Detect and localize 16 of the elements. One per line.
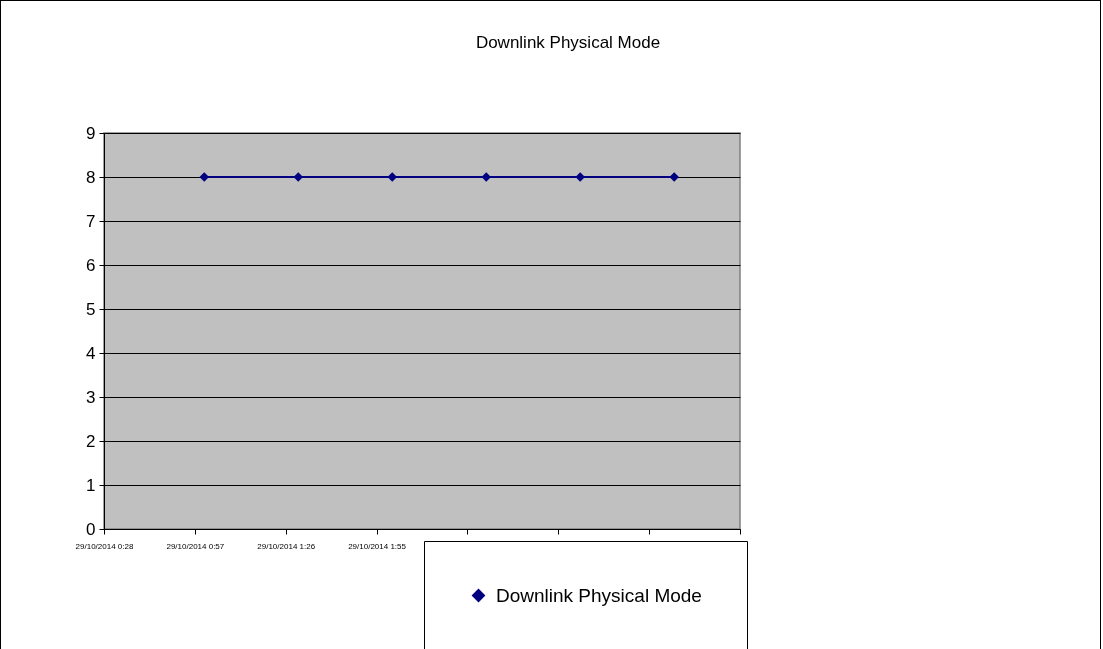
x-tick-label: 29/10/2014 1:55 bbox=[348, 541, 407, 551]
chart-title: Downlink Physical Mode bbox=[475, 33, 661, 52]
x-tick-label: 29/10/2014 0:28 bbox=[75, 541, 134, 551]
y-tick-label: 6 bbox=[86, 255, 96, 275]
y-tick-label: 1 bbox=[86, 475, 96, 495]
y-tick-label: 9 bbox=[86, 123, 96, 143]
legend-label: Downlink Physical Mode bbox=[496, 584, 702, 606]
x-tick-label: 29/10/2014 0:57 bbox=[166, 541, 225, 551]
y-tick-label: 3 bbox=[86, 387, 96, 407]
y-tick-label: 7 bbox=[86, 211, 96, 231]
y-tick-label: 2 bbox=[86, 431, 96, 451]
x-tick-label: 29/10/2014 1:26 bbox=[257, 541, 316, 551]
y-tick-label: 4 bbox=[86, 343, 96, 363]
y-tick-label: 8 bbox=[86, 167, 96, 187]
y-tick-label: 5 bbox=[86, 299, 96, 319]
y-tick-label: 0 bbox=[86, 519, 96, 539]
